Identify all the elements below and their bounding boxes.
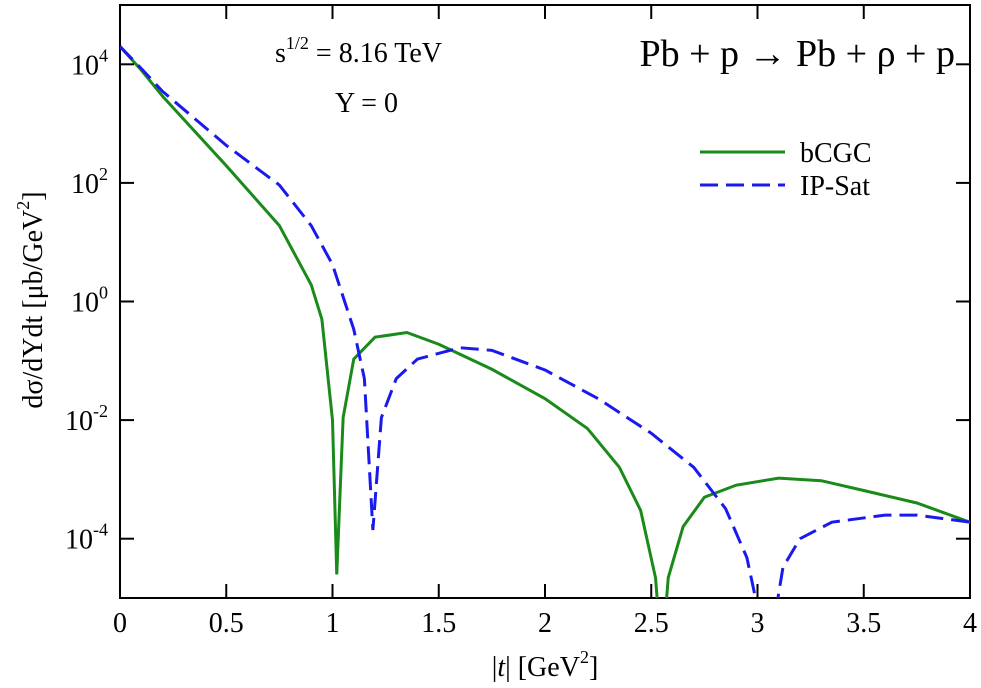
legend-label: bCGC [800, 138, 872, 169]
x-tick-label: 4 [963, 608, 977, 639]
x-tick-label: 2.5 [634, 608, 669, 639]
energy-part: = 8.16 TeV [309, 38, 442, 69]
y-tick-base: 10 [71, 169, 99, 200]
y-label-part: ] [18, 191, 49, 200]
chart-title: Pb + p → Pb + ρ + p [639, 33, 955, 75]
x-label-part: | [492, 652, 498, 683]
rapidity-label: Y = 0 [335, 88, 398, 119]
x-label-part: | [GeV [505, 652, 580, 683]
x-axis-label: |t| [GeV2] [492, 647, 599, 683]
x-tick-label: 1 [326, 608, 340, 639]
y-tick-label: 10-2 [65, 401, 108, 437]
y-label-part: dσ/dYdt [μb/GeV [18, 210, 49, 409]
x-tick-label: 0 [113, 608, 127, 639]
x-tick-label: 2 [538, 608, 552, 639]
y-label-sup: 2 [13, 201, 33, 210]
y-tick-label: 104 [71, 45, 108, 81]
x-tick-label: 3 [751, 608, 765, 639]
y-tick-base: 10 [65, 406, 93, 437]
data-line [120, 45, 970, 598]
y-tick-base: 10 [71, 50, 99, 81]
plot-area [120, 45, 970, 598]
y-tick-label: 100 [71, 283, 108, 319]
data-line [120, 45, 970, 598]
y-tick-label: 10-4 [65, 520, 108, 556]
x-label-part: t [497, 652, 506, 683]
plot-frame [119, 4, 971, 599]
x-tick-label: 0.5 [209, 608, 244, 639]
y-tick-exponent: -4 [93, 520, 108, 540]
y-tick-base: 10 [71, 288, 99, 319]
y-tick-base: 10 [65, 525, 93, 556]
y-tick-exponent: 0 [99, 283, 108, 303]
x-tick-label: 1.5 [421, 608, 456, 639]
x-label-sup: 2 [580, 647, 589, 667]
y-axis-label: dσ/dYdt [μb/GeV2] [13, 191, 49, 408]
y-tick-exponent: 2 [99, 164, 108, 184]
energy-label: s1/2 = 8.16 TeV [275, 33, 442, 69]
x-tick-label: 3.5 [846, 608, 881, 639]
legend-label: IP-Sat [800, 171, 870, 202]
energy-part: s [275, 38, 286, 69]
energy-sup: 1/2 [286, 33, 309, 53]
y-tick-exponent: -2 [93, 401, 108, 421]
x-label-part: ] [589, 652, 598, 683]
y-tick-exponent: 4 [99, 45, 108, 65]
y-tick-label: 102 [71, 164, 108, 200]
